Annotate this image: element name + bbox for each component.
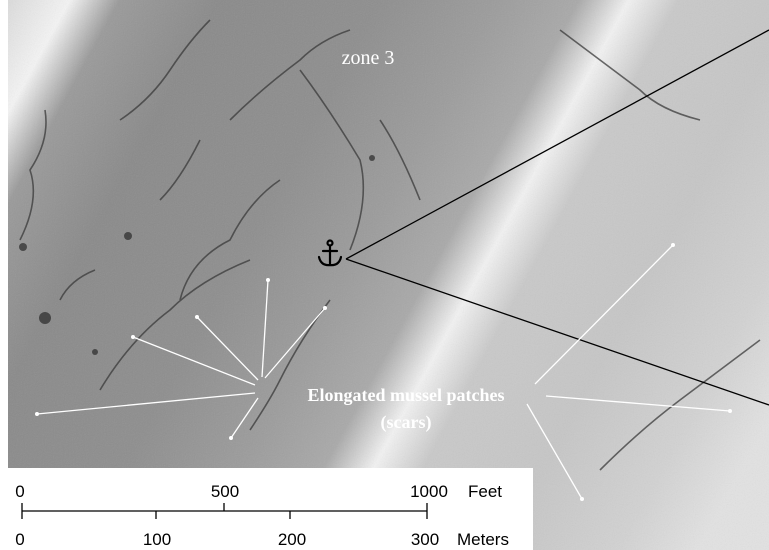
meters-tick-200: 200 <box>278 530 306 549</box>
feet-unit: Feet <box>468 482 502 501</box>
feet-tick-1000: 1000 <box>410 482 448 501</box>
feet-tick-500: 500 <box>211 482 239 501</box>
meters-tick-100: 100 <box>143 530 171 549</box>
seafloor-scars <box>19 19 761 471</box>
leader-endpoints <box>35 243 732 501</box>
zone-label: zone 3 <box>342 47 395 69</box>
annotation-title: Elongated mussel patches <box>307 385 504 405</box>
meters-unit: Meters <box>457 530 509 549</box>
sector-lines <box>345 29 769 406</box>
meters-tick-300: 300 <box>411 530 439 549</box>
meters-tick-0: 0 <box>15 530 24 549</box>
annotation-subtitle: (scars) <box>381 412 432 433</box>
leader-lines <box>36 244 731 500</box>
feet-tick-0: 0 <box>15 482 24 501</box>
anchor-icon <box>317 239 343 267</box>
scale-bar: 0 500 1000 Feet 0 100 200 300 Meters <box>8 468 533 550</box>
